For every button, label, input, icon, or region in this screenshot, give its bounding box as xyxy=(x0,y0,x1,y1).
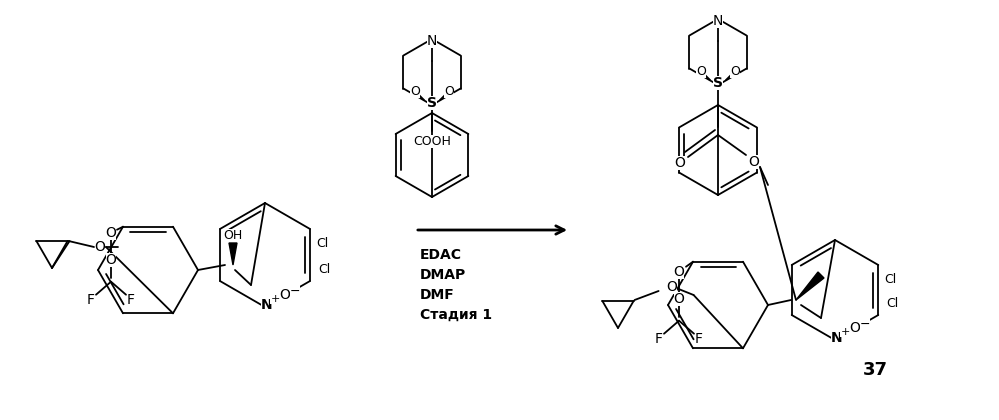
Text: N: N xyxy=(713,14,723,28)
Text: O: O xyxy=(410,84,420,97)
Text: +: + xyxy=(840,327,850,337)
Text: O: O xyxy=(674,156,685,170)
Text: N: N xyxy=(831,331,843,345)
Text: F: F xyxy=(655,332,663,346)
Text: DMF: DMF xyxy=(420,288,455,302)
Text: Cl: Cl xyxy=(886,297,898,310)
Text: O: O xyxy=(673,292,684,306)
Text: N: N xyxy=(261,298,273,312)
Polygon shape xyxy=(229,243,237,265)
Text: O: O xyxy=(666,280,677,294)
Text: O: O xyxy=(106,226,117,240)
Text: +: + xyxy=(271,294,280,304)
Text: O: O xyxy=(445,84,454,97)
Text: F: F xyxy=(87,293,95,307)
Text: EDAC: EDAC xyxy=(420,248,462,262)
Text: DMAP: DMAP xyxy=(420,268,467,282)
Text: O: O xyxy=(849,321,860,335)
Text: O: O xyxy=(696,65,706,78)
Text: S: S xyxy=(427,96,437,110)
Text: O: O xyxy=(748,155,759,169)
Text: Cl: Cl xyxy=(316,236,329,249)
Text: O: O xyxy=(673,265,684,279)
Text: COOH: COOH xyxy=(413,134,451,147)
Text: OH: OH xyxy=(224,228,243,241)
Polygon shape xyxy=(796,272,824,300)
Text: N: N xyxy=(427,34,438,48)
Text: O: O xyxy=(106,253,117,267)
Text: 37: 37 xyxy=(862,361,887,379)
Text: −: − xyxy=(290,284,301,297)
Text: Cl: Cl xyxy=(318,262,331,276)
Text: F: F xyxy=(127,293,135,307)
Text: O: O xyxy=(95,240,106,254)
Text: S: S xyxy=(713,76,723,90)
Text: −: − xyxy=(860,318,870,331)
Text: F: F xyxy=(695,332,703,346)
Text: O: O xyxy=(730,65,740,78)
Text: Cl: Cl xyxy=(884,273,896,286)
Text: Стадия 1: Стадия 1 xyxy=(420,308,493,322)
Text: O: O xyxy=(280,288,291,302)
